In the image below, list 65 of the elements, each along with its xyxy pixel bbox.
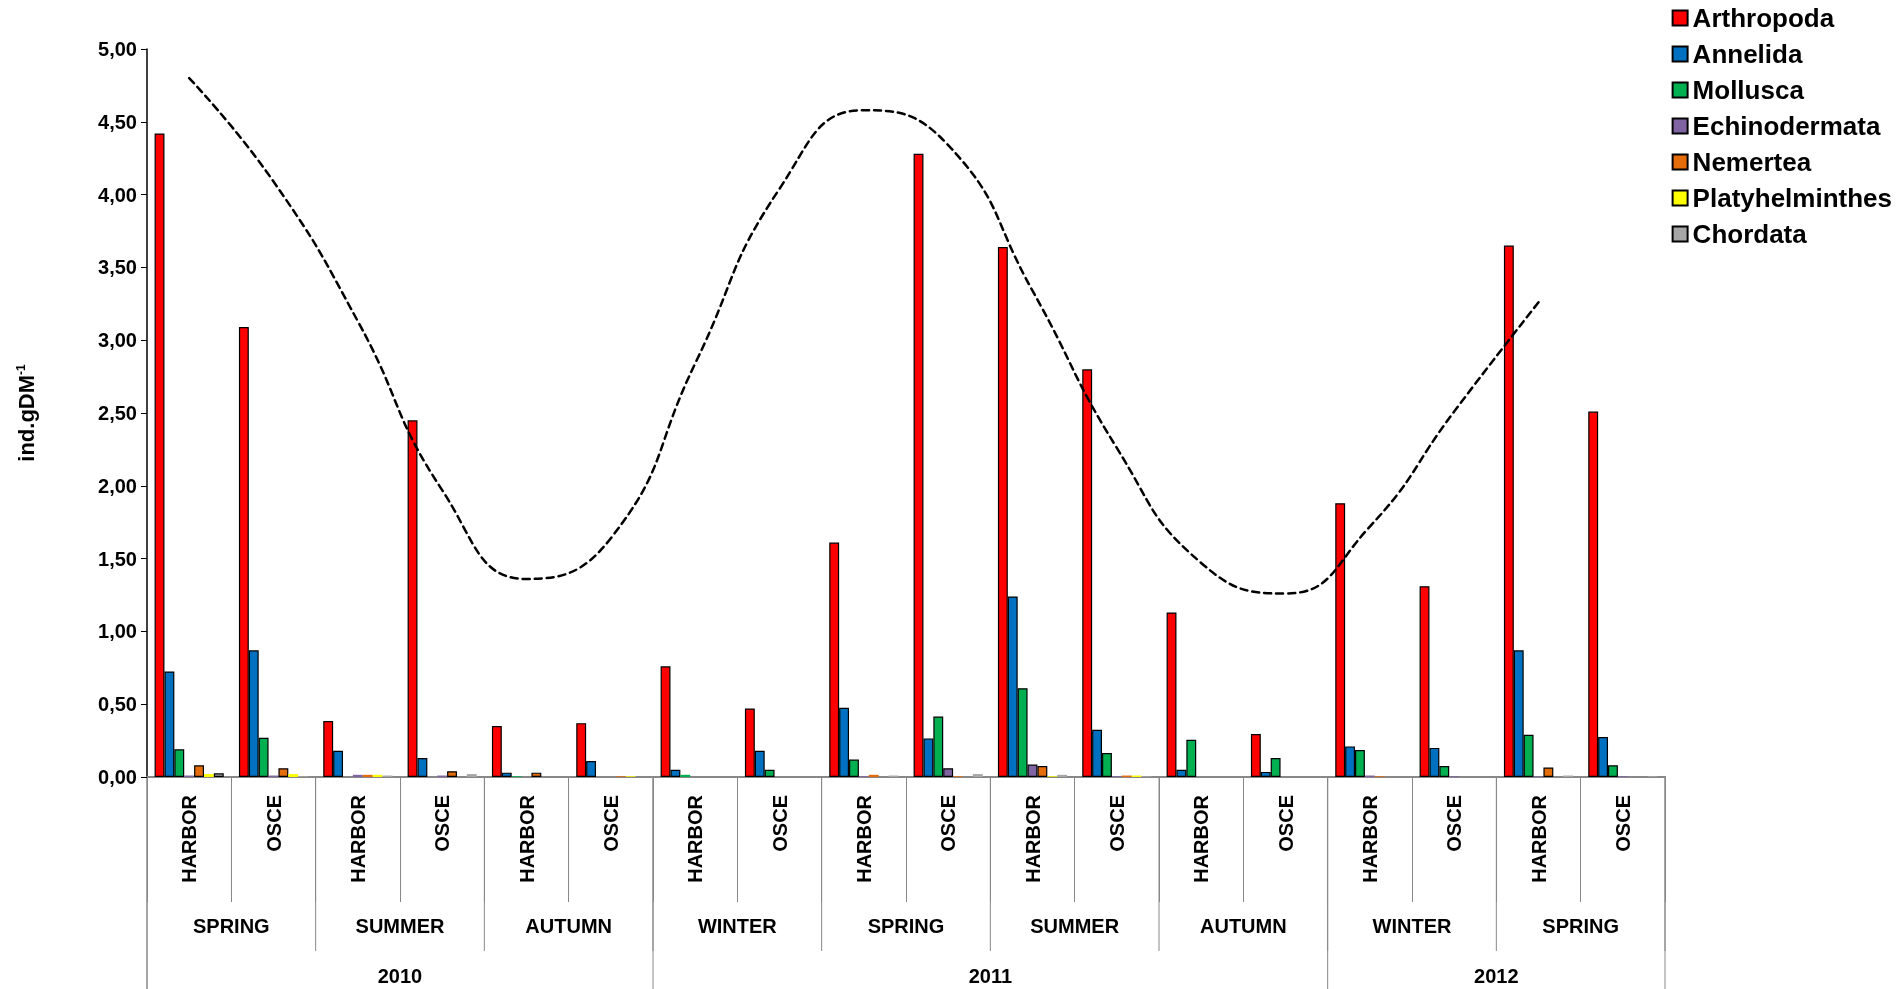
bar [1543, 767, 1554, 777]
x-tick-label: OSCE [1274, 795, 1297, 852]
bar [447, 771, 457, 777]
text: WINTER [1372, 915, 1452, 937]
x-tick-label: HARBOR [1190, 794, 1213, 883]
legend-label: Platyhelminthes [1692, 183, 1893, 213]
legend-label: Nemertea [1692, 147, 1812, 177]
text: AUTUMN [525, 915, 612, 937]
legend-label: Annelida [1692, 39, 1803, 69]
x-tick-label: OSCE [1611, 795, 1634, 852]
x-tick-label: OSCE [1443, 795, 1466, 852]
bar [1057, 774, 1068, 777]
bar [972, 774, 983, 777]
x-tick-label: HARBOR [1527, 794, 1550, 883]
text: 2011 [968, 965, 1013, 987]
x-tick-label: OSCE [431, 795, 454, 852]
x-tick-label: HARBOR [684, 794, 707, 883]
legend-label: Chordata [1692, 219, 1808, 249]
text: WINTER [697, 915, 778, 937]
x-tick-label: HARBOR [346, 794, 369, 883]
text: AUTUMN [1200, 915, 1287, 937]
x-tick-label: OSCE [768, 795, 791, 852]
bar [194, 765, 204, 777]
y-tick-label: 0,00 [98, 766, 137, 788]
text: SPRING [867, 915, 945, 937]
bar [278, 768, 289, 777]
y-tick-label: 1,00 [98, 620, 137, 643]
y-axis-title: ind.gDM-1 [13, 363, 39, 462]
legend-label: Mollusca [1692, 75, 1805, 105]
y-tick-label: 4,50 [98, 110, 137, 133]
y-tick-label: 3,50 [98, 256, 137, 279]
bar [203, 774, 214, 777]
bar [352, 774, 363, 777]
y-tick-label: 2,00 [98, 474, 137, 497]
text: SUMMER [1030, 915, 1120, 937]
bar [466, 774, 477, 777]
text: SUMMER [355, 915, 445, 937]
x-tick-label: HARBOR [852, 794, 875, 883]
x-tick-label: HARBOR [1021, 794, 1044, 883]
bar [362, 774, 373, 777]
x-tick-label: OSCE [599, 795, 622, 852]
legend-label: Arthropoda [1692, 3, 1835, 33]
text: 2010 [377, 965, 423, 987]
bar [213, 773, 224, 777]
x-tick-label: OSCE [937, 795, 960, 852]
text: SPRING [1542, 915, 1620, 937]
y-tick-label: 5,00 [98, 38, 137, 60]
text: 2012 [1474, 965, 1519, 987]
bar [372, 774, 383, 777]
x-tick-label: OSCE [262, 795, 285, 852]
y-tick-label: 2,50 [98, 402, 137, 424]
x-tick-label: OSCE [1105, 795, 1128, 852]
legend-label: Echinodermata [1692, 111, 1881, 141]
y-tick-label: 1,50 [98, 547, 137, 570]
x-tick-label: HARBOR [178, 794, 201, 883]
x-tick-label: HARBOR [515, 794, 538, 883]
y-tick-label: 3,00 [98, 329, 137, 352]
x-tick-label: HARBOR [1358, 794, 1381, 883]
bar [531, 772, 542, 777]
y-tick-label: 4,00 [98, 183, 137, 206]
y-tick-label: 0,50 [98, 693, 137, 716]
text: SPRING [192, 915, 270, 937]
bar [288, 774, 299, 777]
bar [680, 774, 691, 777]
bar [868, 774, 879, 777]
